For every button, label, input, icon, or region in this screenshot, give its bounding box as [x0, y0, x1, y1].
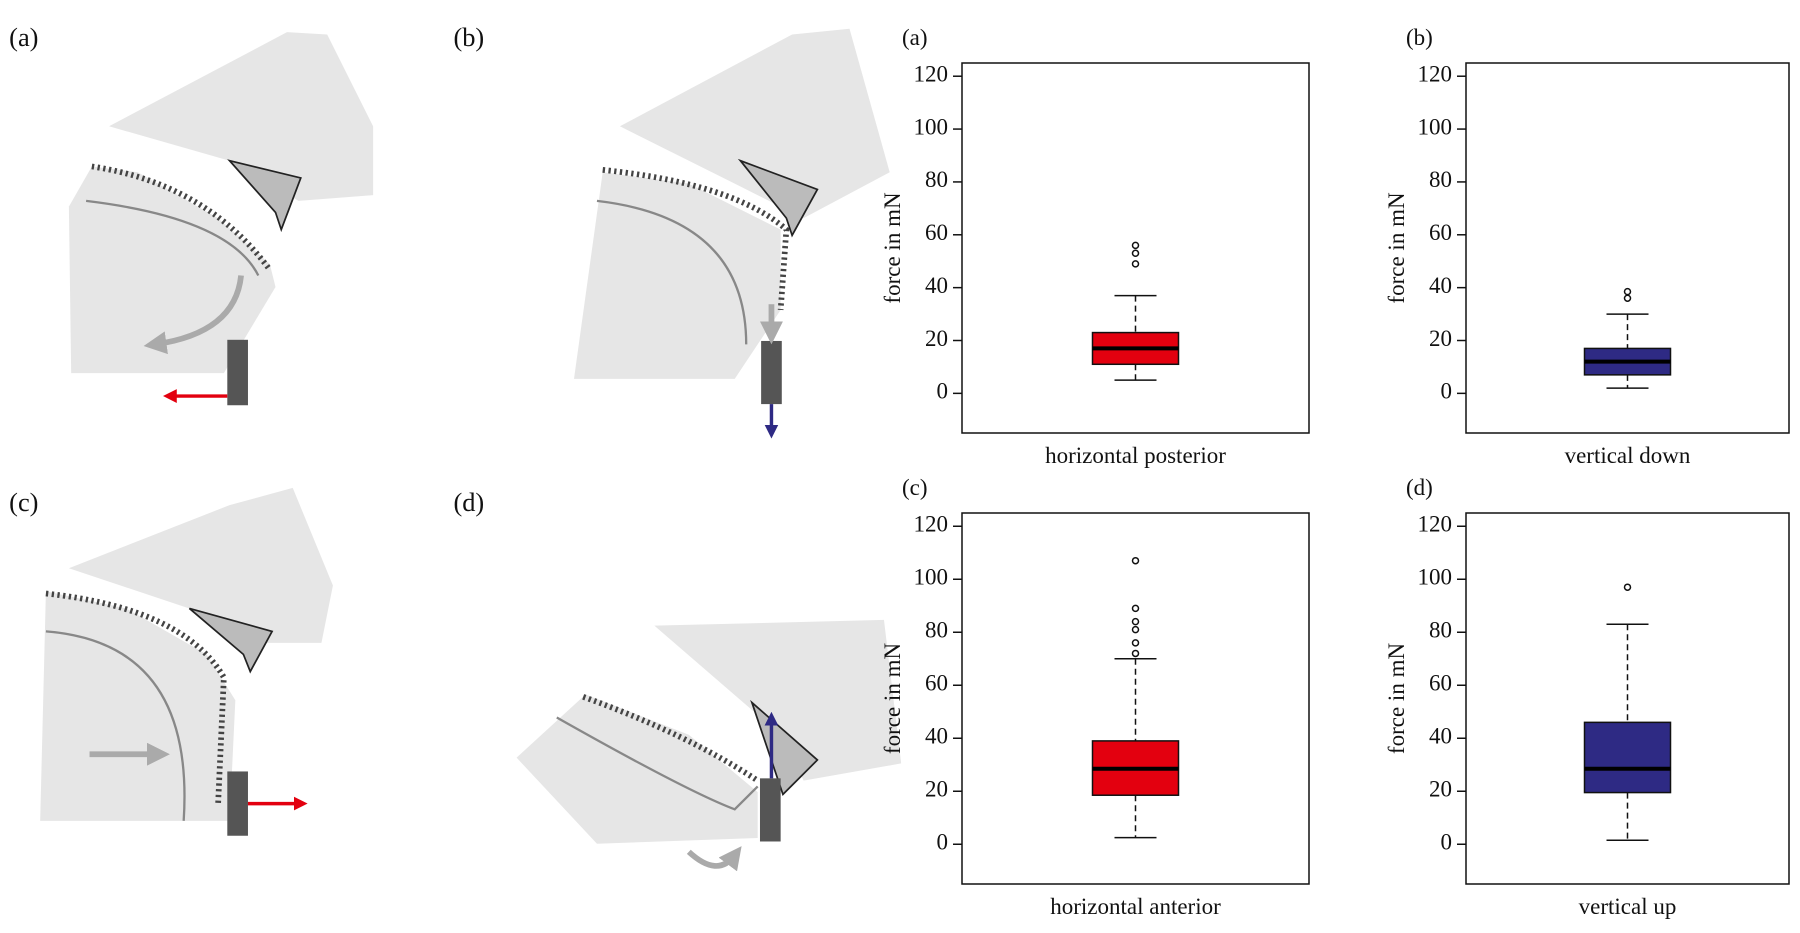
plot-frame: [961, 62, 1310, 434]
chart-label: (a): [902, 25, 928, 50]
y-tick-label: 40: [925, 724, 948, 749]
outlier: [1131, 249, 1140, 258]
y-tick-label: 40: [1429, 724, 1452, 749]
y-tick-label: 120: [1418, 61, 1453, 86]
outlier: [1623, 294, 1632, 302]
outlier: [1623, 287, 1632, 296]
diagram-a: [68, 32, 374, 406]
y-tick-label: 60: [1429, 220, 1452, 245]
x-axis-label: vertical down: [1565, 443, 1691, 468]
outlier: [1131, 617, 1140, 626]
outlier: [1131, 604, 1140, 613]
y-tick-label: 100: [1418, 114, 1453, 139]
x-axis-label: horizontal anterior: [1050, 894, 1221, 919]
y-axis-label: force in mN: [1384, 643, 1409, 755]
diagrams: (a) (b) (c) (d): [9, 22, 902, 872]
y-tick-label: 100: [914, 114, 949, 139]
y-tick-label: 40: [1429, 273, 1452, 298]
y-tick-label: 120: [1418, 512, 1453, 537]
y-tick-label: 20: [1429, 326, 1452, 351]
y-axis-label: force in mN: [1384, 192, 1409, 304]
y-tick-label: 100: [1418, 565, 1453, 590]
y-tick-label: 20: [1429, 777, 1452, 802]
panel-label: (c): [9, 487, 38, 517]
outlier: [1131, 639, 1140, 647]
chart-label: (c): [902, 475, 928, 500]
plot-frame: [1465, 512, 1790, 885]
y-tick-label: 0: [1441, 830, 1453, 855]
y-tick-label: 0: [937, 379, 949, 404]
outlier: [1131, 241, 1140, 250]
chart-label: (b): [1406, 25, 1433, 50]
x-axis-label: vertical up: [1579, 894, 1677, 919]
y-tick-label: 20: [925, 777, 948, 802]
plot-frame: [961, 512, 1310, 885]
y-tick-label: 80: [1429, 167, 1452, 192]
panel-label: (a): [9, 22, 38, 52]
outlier: [1131, 625, 1140, 634]
y-tick-label: 80: [925, 167, 948, 192]
diagram-d: [516, 619, 902, 872]
y-tick-label: 0: [1441, 379, 1453, 404]
y-tick-label: 40: [925, 273, 948, 298]
x-axis-label: horizontal posterior: [1045, 443, 1226, 468]
y-tick-label: 0: [937, 830, 949, 855]
y-tick-label: 80: [925, 618, 948, 643]
y-axis-label: force in mN: [880, 192, 905, 304]
outlier: [1131, 260, 1140, 268]
plot-frame: [1465, 62, 1790, 434]
panel-label: (d): [453, 487, 484, 517]
y-axis-label: force in mN: [880, 643, 905, 755]
y-tick-label: 80: [1429, 618, 1452, 643]
y-tick-label: 60: [925, 671, 948, 696]
outlier: [1623, 583, 1632, 591]
y-tick-label: 120: [914, 61, 949, 86]
panel-label: (b): [453, 22, 484, 52]
box: [1583, 721, 1672, 794]
diagram-b: [574, 28, 890, 439]
chart-label: (d): [1406, 475, 1433, 500]
y-tick-label: 60: [1429, 671, 1452, 696]
diagram-c: [40, 487, 333, 836]
y-tick-label: 20: [925, 326, 948, 351]
outlier: [1131, 649, 1140, 658]
y-tick-label: 120: [914, 512, 949, 537]
outlier: [1131, 556, 1140, 565]
y-tick-label: 100: [914, 565, 949, 590]
y-tick-label: 60: [925, 220, 948, 245]
